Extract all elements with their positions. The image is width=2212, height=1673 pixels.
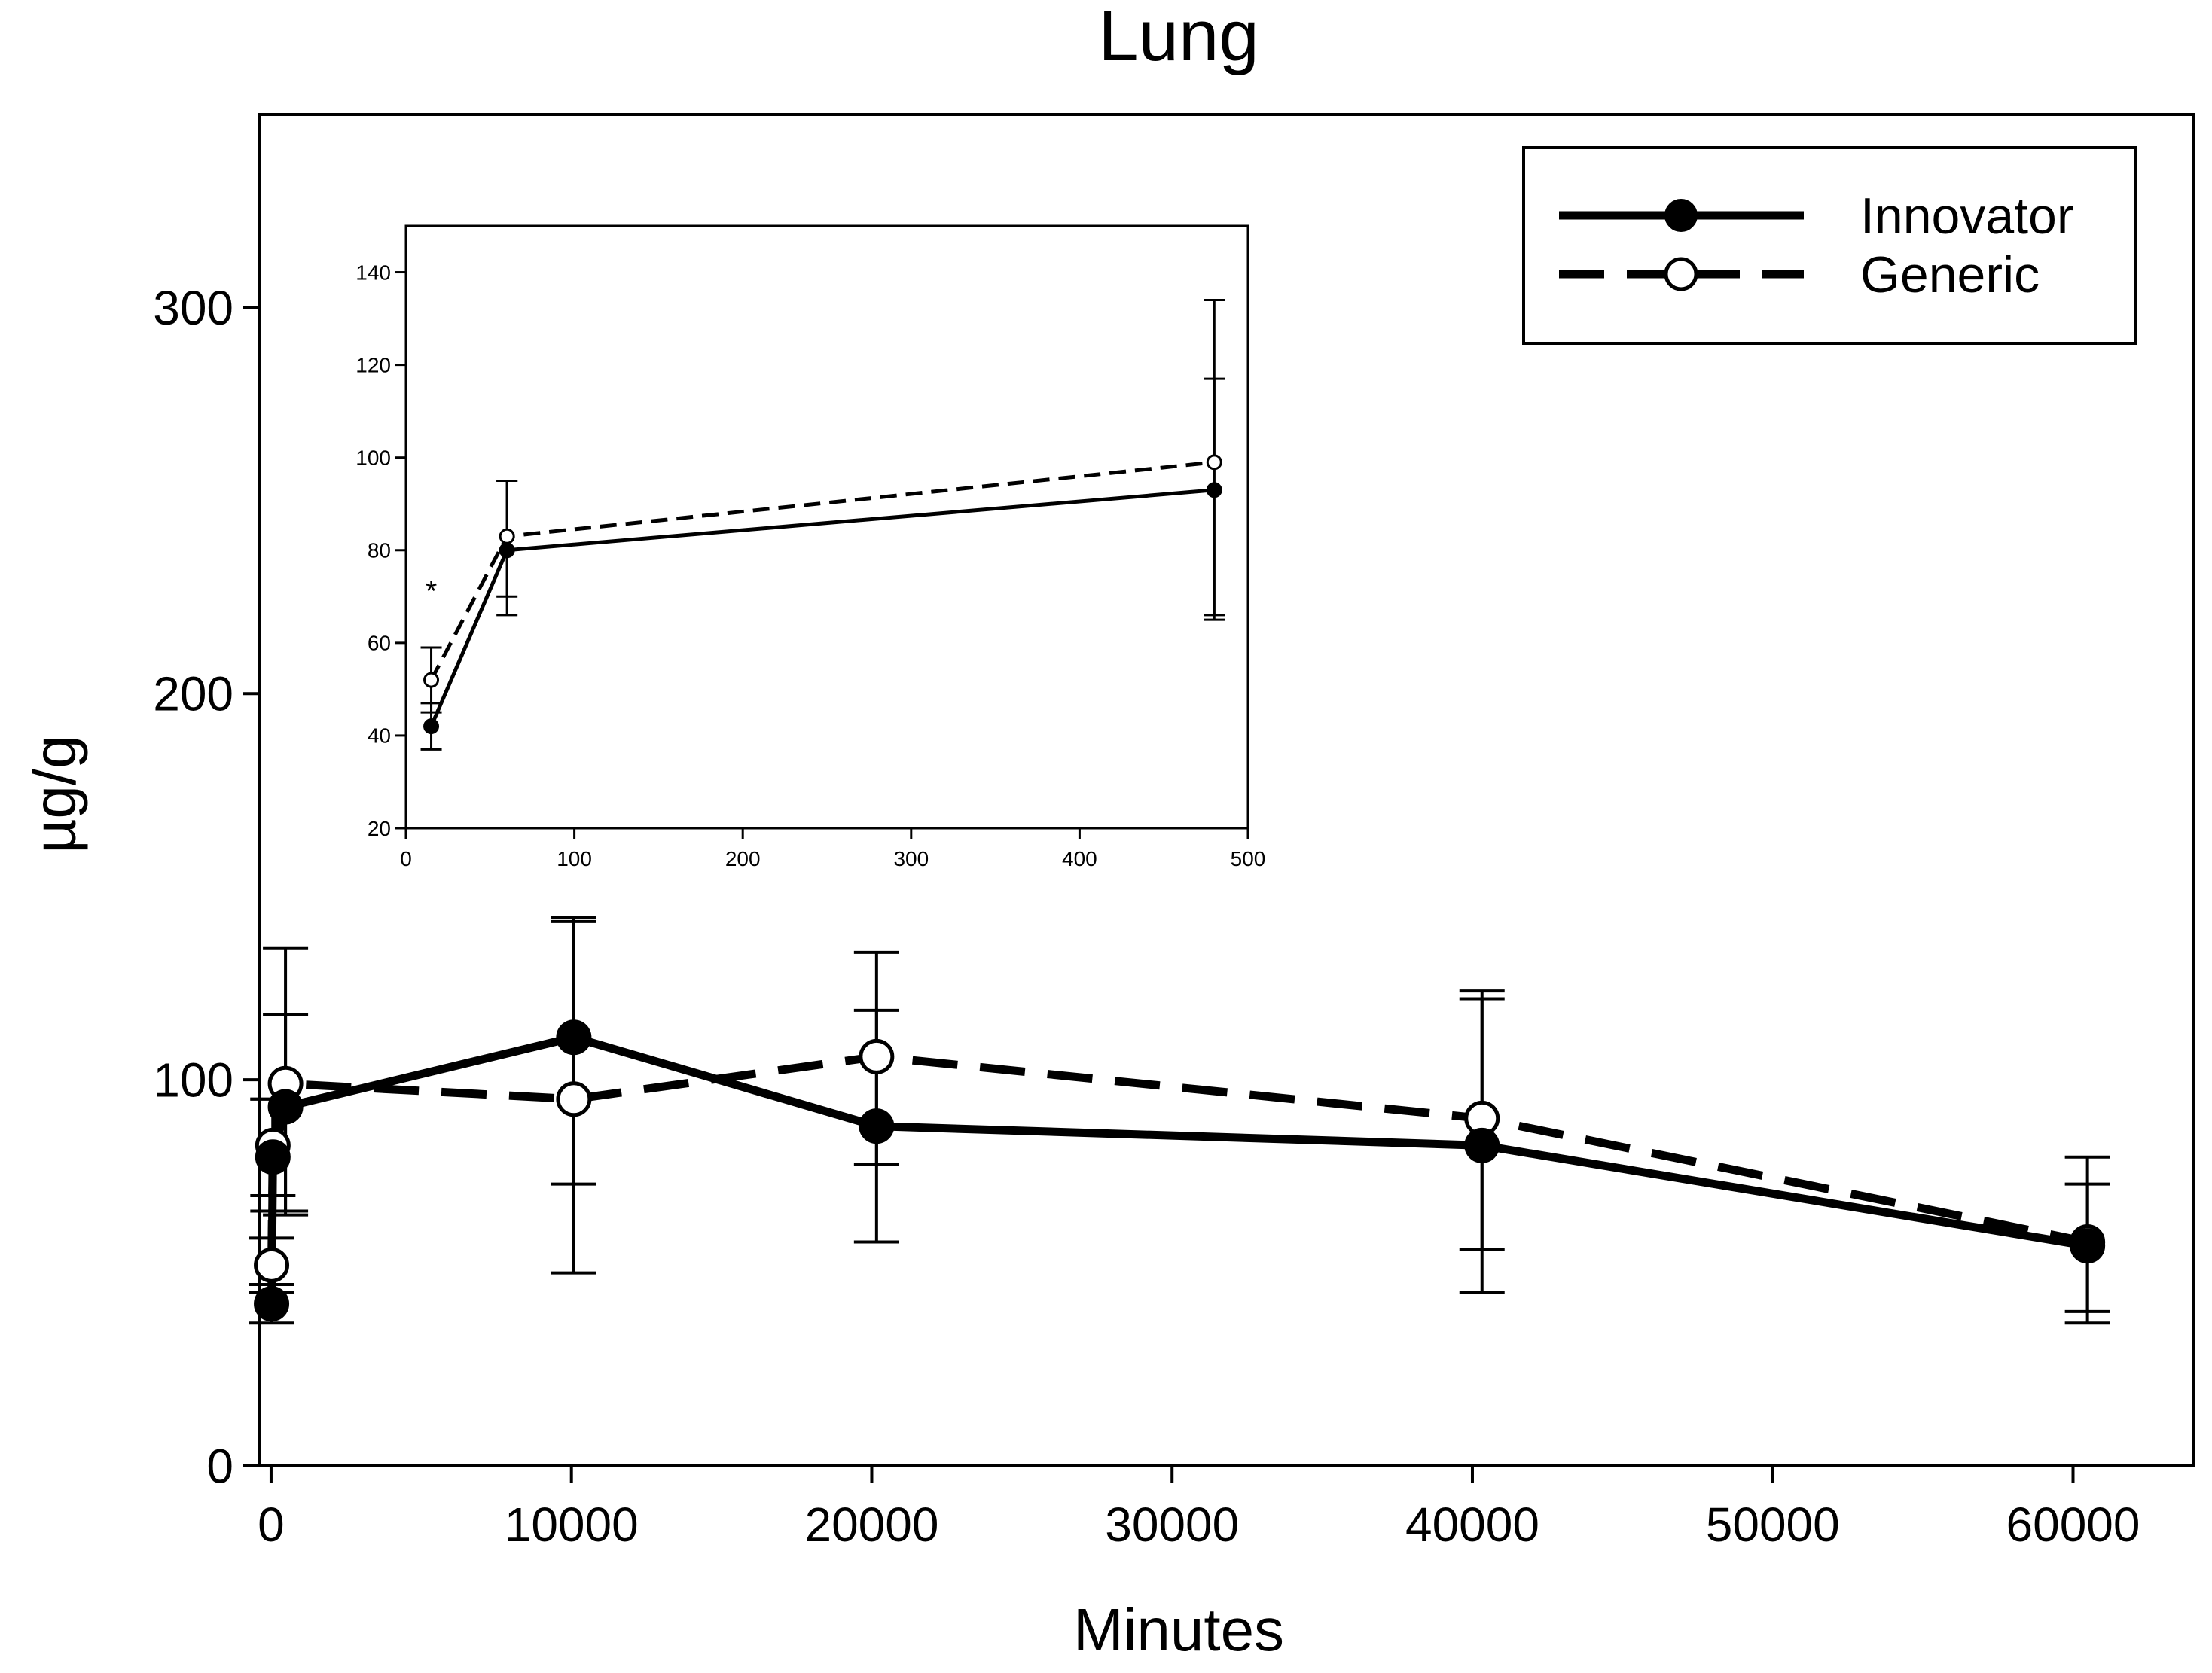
inset-x-tick-label: 300 — [893, 847, 929, 870]
inset-y-tick-label: 120 — [355, 353, 391, 376]
main-x-tick-label: 60000 — [2006, 1498, 2140, 1552]
inset-innovator-point — [423, 718, 440, 735]
inset-x-tick-label: 500 — [1231, 847, 1266, 870]
y-axis-label: µg/g — [21, 735, 88, 853]
main-innovator-point — [255, 1139, 291, 1175]
significance-annotation: * — [426, 574, 438, 608]
main-generic-point — [254, 1247, 290, 1283]
legend-generic-label: Generic — [1860, 246, 2040, 303]
main-x-tick-label: 20000 — [804, 1498, 938, 1552]
inset-y-tick-label: 20 — [368, 817, 391, 840]
inset-innovator-line — [429, 488, 1215, 727]
main-x-ticks: 0 10000 20000 30000 40000 50000 60000 — [258, 1466, 2140, 1552]
main-series-layer — [249, 916, 2110, 1325]
inset-y-tick-label: 140 — [355, 261, 391, 284]
main-y-tick-label: 300 — [153, 281, 233, 335]
inset-x-tick-label: 200 — [725, 847, 761, 870]
inset-innovator-point — [1206, 482, 1222, 498]
main-generic-line — [267, 1052, 2088, 1266]
inset-series-layer — [420, 298, 1225, 751]
main-x-tick-label: 40000 — [1405, 1498, 1539, 1552]
inset-generic-point — [1206, 454, 1222, 471]
inset-y-tick-label: 40 — [368, 724, 391, 748]
inset-x-tick-label: 400 — [1062, 847, 1097, 870]
inset-generic-point — [499, 528, 515, 544]
inset-y-tick-label: 100 — [355, 446, 391, 469]
inset-plot: 0 100 200 300 400 500 20 40 60 80 100 120 140 * — [355, 224, 1265, 870]
legend-generic-marker — [1664, 257, 1698, 291]
main-innovator-point — [267, 1089, 304, 1125]
main-y-ticks: 0 100 200 300 — [153, 281, 259, 1493]
main-plot: 0 10000 20000 30000 40000 50000 60000 01002003… — [153, 113, 2195, 1552]
main-y-tick-label: 200 — [153, 667, 233, 721]
inset-x-tick-label: 100 — [557, 847, 592, 870]
chart-title: Lung — [1098, 0, 1259, 76]
inset-y-tick-label: 80 — [368, 539, 391, 562]
main-innovator-point — [556, 1019, 592, 1056]
inset-y-tick-label: 60 — [368, 632, 391, 655]
inset-x-ticks: 0 100 200 300 400 500 — [400, 828, 1265, 870]
inset-generic-line — [429, 460, 1215, 681]
main-innovator-point — [1464, 1127, 1500, 1163]
inset-x-tick-label: 0 — [400, 847, 412, 870]
legend-innovator-marker — [1664, 199, 1698, 232]
main-plot-frame — [258, 113, 2195, 1467]
inset-innovator-point — [499, 542, 515, 559]
main-innovator-point — [859, 1108, 895, 1144]
main-x-tick-label: 0 — [258, 1498, 285, 1552]
main-innovator-point — [254, 1286, 290, 1322]
main-x-tick-label: 30000 — [1105, 1498, 1239, 1552]
main-x-tick-label: 50000 — [1706, 1498, 1840, 1552]
main-generic-point — [859, 1038, 895, 1074]
main-x-tick-label: 10000 — [505, 1498, 639, 1552]
inset-y-ticks: 20 40 60 80 100 120 140 — [355, 261, 406, 840]
main-y-tick-label: 100 — [153, 1053, 233, 1108]
main-generic-point — [556, 1081, 592, 1117]
x-axis-label: Minutes — [1073, 1596, 1284, 1663]
inset-generic-point — [423, 672, 440, 688]
main-innovator-point — [2070, 1228, 2106, 1264]
main-innovator-line — [267, 1033, 2088, 1304]
legend: Innovator Generic — [1522, 146, 2137, 345]
legend-innovator-label: Innovator — [1860, 187, 2074, 245]
inset-plot-frame — [404, 224, 1249, 830]
legend-box — [1522, 146, 2137, 345]
main-y-tick-label: 0 — [206, 1439, 233, 1493]
